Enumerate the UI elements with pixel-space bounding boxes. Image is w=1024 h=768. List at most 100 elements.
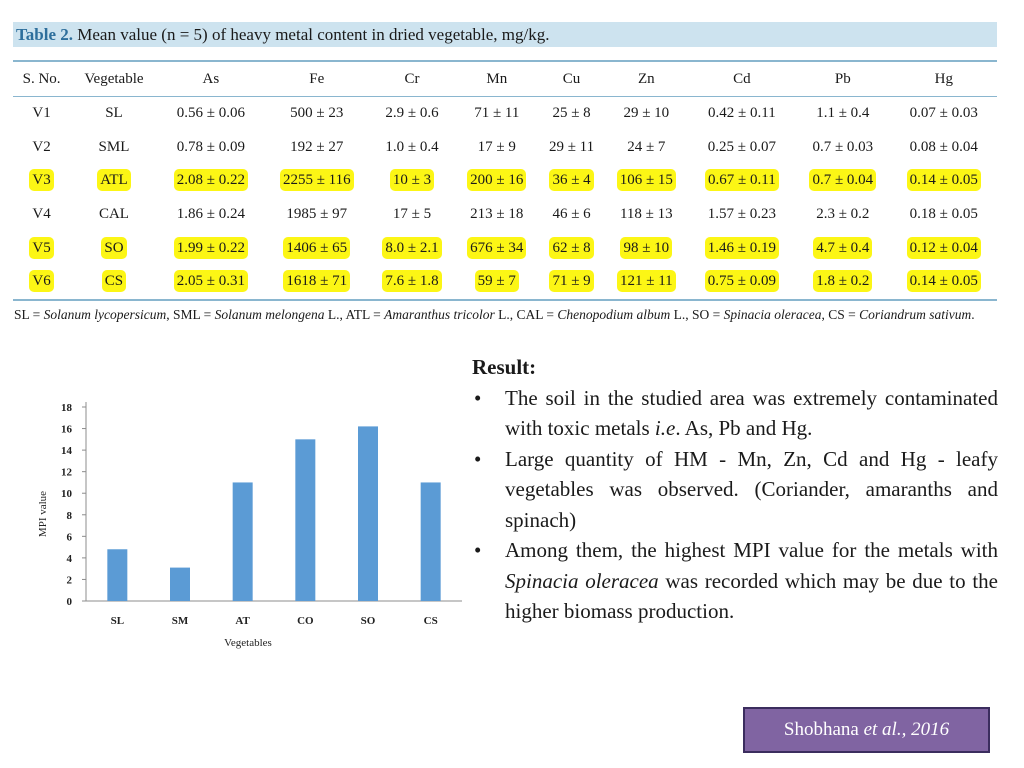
table-cell: 29 ± 11 [539, 131, 604, 165]
cell-value: 0.78 ± 0.09 [176, 138, 245, 155]
table-caption: Table 2. Mean value (n = 5) of heavy met… [13, 22, 997, 47]
text-run: was recorded which may be due to the hig… [505, 568, 998, 624]
cell-value: 46 ± 6 [552, 206, 591, 223]
column-header: Hg [890, 61, 997, 97]
text-run: Shobhana [783, 719, 864, 740]
column-header: Pb [795, 61, 891, 97]
column-header: Cu [539, 61, 604, 97]
result-bullet: Among them, the highest MPI value for th… [472, 535, 998, 627]
table-cell: 106 ± 15 [604, 164, 689, 198]
table-cell: 24 ± 7 [604, 131, 689, 165]
table-cell: 1618 ± 71 [264, 265, 370, 300]
table-cell: 2.3 ± 0.2 [795, 198, 891, 232]
table-cell: 0.14 ± 0.05 [891, 265, 997, 300]
table-row: V3 ATL 2.08 ± 0.22 2255 ± 116 10 ± 3 200 ± 16… [13, 164, 997, 198]
cell-value: 2.9 ± 0.6 [385, 105, 439, 122]
table-cell: 1985 ± 97 [264, 198, 370, 232]
table-cell: V5 [13, 231, 70, 265]
table-caption-text: Mean value (n = 5) of heavy metal conten… [77, 25, 550, 44]
cell-value: 106 ± 15 [616, 169, 676, 192]
table-cell: 0.07 ± 0.03 [891, 97, 997, 131]
bar-co [295, 439, 316, 601]
column-header: Fe [264, 61, 370, 97]
cell-value: 1.1 ± 0.4 [816, 105, 870, 122]
cell-value: V6 [29, 270, 54, 293]
italic-text: Chenopodium album [557, 307, 671, 322]
table-cell: CS [70, 265, 158, 300]
y-tick-label: 6 [67, 531, 73, 543]
cell-value: 1.57 ± 0.23 [707, 206, 776, 223]
cell-value: 200 ± 16 [467, 169, 527, 192]
table-cell: 98 ± 10 [604, 231, 689, 265]
cell-value: V2 [32, 138, 51, 155]
cell-value: 2.08 ± 0.22 [173, 169, 248, 192]
bar-sm [170, 567, 190, 601]
cell-value: 36 ± 4 [549, 169, 594, 192]
column-header: Vegetable [70, 61, 158, 97]
cell-value: 1.99 ± 0.22 [173, 236, 248, 259]
cell-value: 676 ± 34 [467, 236, 527, 259]
text-run: The soil in the studied area was extreme… [505, 385, 998, 441]
y-tick-label: 2 [67, 574, 73, 586]
italic-text: Coriandrum sativum [859, 307, 972, 322]
cell-value: 118 ± 13 [619, 206, 673, 223]
x-tick-label: SM [172, 615, 189, 627]
cell-value: V3 [29, 169, 54, 192]
column-header: Mn [454, 61, 540, 97]
table-cell: 0.75 ± 0.09 [689, 265, 795, 300]
cell-value: 0.14 ± 0.05 [906, 270, 981, 293]
table-cell: V6 [13, 265, 70, 300]
result-bullet: The soil in the studied area was extreme… [472, 383, 998, 444]
table-cell: 25 ± 8 [539, 97, 604, 131]
cell-value: 0.12 ± 0.04 [906, 236, 981, 259]
italic-text: Solanum melongena [214, 307, 325, 322]
table-cell: V1 [13, 97, 70, 131]
mpi-bar-chart: 0 2 4 6 8 10 12 14 16 18 SL SM AT CO SO CS Vegetables MPI… [37, 402, 462, 649]
table-cell: 8.0 ± 2.1 [370, 231, 455, 265]
cell-value: SO [101, 236, 127, 259]
x-tick-label: SL [111, 615, 124, 627]
cell-value: 0.25 ± 0.07 [707, 138, 776, 155]
cell-value: V4 [32, 206, 51, 223]
text-run: L., CAL = [494, 307, 558, 322]
cell-value: 4.7 ± 0.4 [813, 236, 873, 259]
bar-so [358, 426, 378, 601]
cell-value: CS [101, 270, 127, 293]
table-cell: 0.7 ± 0.04 [795, 164, 891, 198]
result-bullet: Large quantity of HM - Mn, Zn, Cd and Hg… [472, 444, 998, 536]
cell-value: 29 ± 11 [548, 138, 595, 155]
table-cell: 0.78 ± 0.09 [158, 131, 264, 165]
y-tick-label: 16 [61, 424, 73, 436]
y-tick-label: 10 [61, 488, 73, 500]
cell-value: 62 ± 8 [549, 236, 594, 259]
cell-value: 2.05 ± 0.31 [173, 270, 248, 293]
table-cell: 2255 ± 116 [264, 164, 370, 198]
table-cell: 213 ± 18 [454, 198, 539, 232]
cell-value: 8.0 ± 2.1 [382, 236, 442, 259]
y-tick-label: 0 [67, 596, 73, 608]
italic-text: Amaranthus tricolor [384, 307, 495, 322]
cell-value: CAL [98, 206, 129, 223]
table-cell: 500 ± 23 [264, 97, 370, 131]
table-cell: 2.08 ± 0.22 [158, 164, 264, 198]
cell-value: 71 ± 9 [549, 270, 594, 293]
table-cell: 1.0 ± 0.4 [370, 131, 455, 165]
table-cell: 0.08 ± 0.04 [891, 131, 997, 165]
x-tick-label: AT [235, 615, 250, 627]
cell-value: V1 [32, 105, 51, 122]
table-cell: 1.57 ± 0.23 [689, 198, 795, 232]
cell-value: 0.18 ± 0.05 [909, 206, 978, 223]
text-run: . As, Pb and Hg. [675, 416, 813, 440]
text-run: Large quantity of HM - Mn, Zn, Cd and Hg… [505, 446, 998, 532]
bar-cs [420, 482, 441, 601]
table-row: V2 SML 0.78 ± 0.09 192 ± 27 1.0 ± 0.4 17 ± 9 2… [13, 131, 997, 165]
cell-value: 1.46 ± 0.19 [704, 236, 779, 259]
text-run: , SML = [166, 307, 215, 322]
cell-value: 1.0 ± 0.4 [385, 138, 439, 155]
italic-text: Spinacia oleracea [723, 307, 822, 322]
cell-value: ATL [97, 169, 131, 192]
table-cell: SML [70, 131, 158, 165]
y-tick-label: 18 [61, 402, 73, 414]
table-cell: 0.42 ± 0.11 [689, 97, 795, 131]
table-cell: 1406 ± 65 [264, 231, 370, 265]
